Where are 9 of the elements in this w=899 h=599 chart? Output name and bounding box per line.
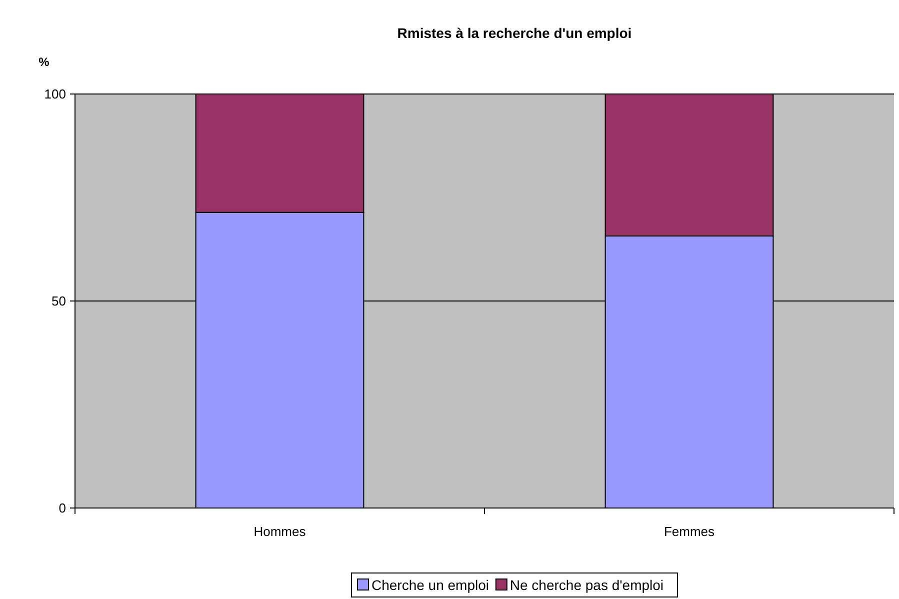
x-tick-label: Femmes	[664, 524, 716, 539]
legend-label: Cherche un emploi	[372, 576, 490, 593]
x-tick-label: Hommes	[254, 524, 306, 539]
y-tick-label: 0	[58, 500, 66, 516]
legend-label: Ne cherche pas d'emploi	[510, 576, 664, 593]
y-axis-title: %	[38, 55, 50, 69]
y-tick-label: 50	[52, 294, 66, 309]
chart-title: Rmistes à la recherche d'un emploi	[397, 25, 632, 41]
y-tick-label: 100	[44, 86, 66, 102]
